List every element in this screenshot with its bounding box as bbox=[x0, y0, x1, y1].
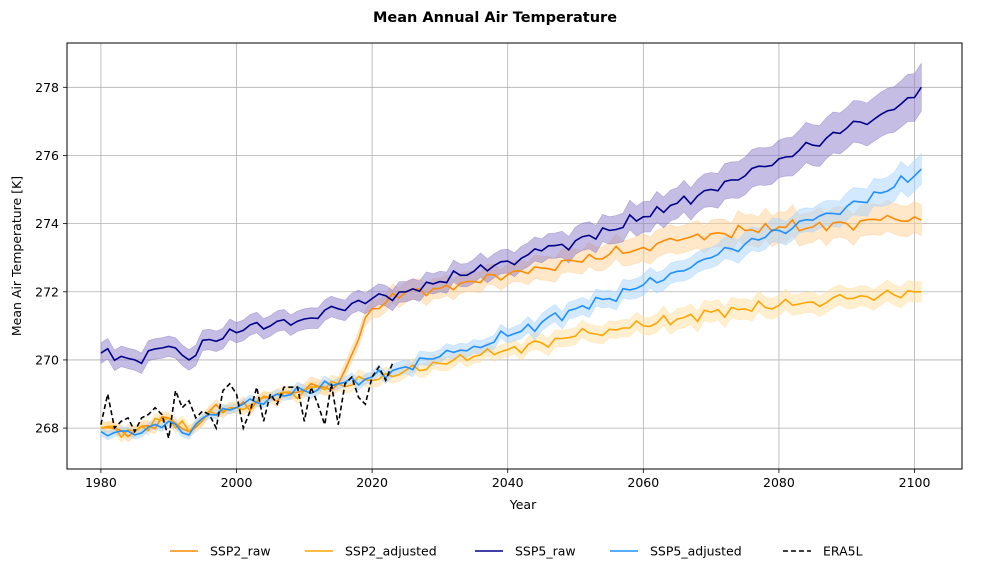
chart-title: Mean Annual Air Temperature bbox=[373, 10, 617, 26]
series-line-ssp2-adjusted bbox=[100, 289, 922, 439]
x-tick-label: 1980 bbox=[85, 475, 117, 490]
series-line-ssp5-adjusted bbox=[100, 168, 922, 437]
x-tick-label: 2040 bbox=[492, 475, 524, 490]
x-tick-label: 2000 bbox=[221, 475, 253, 490]
y-axis-label: Mean Air Temperature [K] bbox=[9, 176, 24, 336]
legend-label-ssp5-raw: SSP5_raw bbox=[515, 544, 576, 559]
series-line-era5l bbox=[100, 363, 394, 439]
series-line-ssp5-raw bbox=[100, 86, 922, 365]
confidence-bands bbox=[100, 62, 922, 443]
axis-ticks: 1980 2000 2020 2040 2060 2080 2100 268 270 272 274… bbox=[35, 80, 930, 490]
legend: SSP2_raw SSP2_adjusted SSP5_raw SSP5_adjust… bbox=[170, 544, 863, 559]
legend-label-ssp2-raw: SSP2_raw bbox=[210, 544, 271, 559]
legend-label-era5l: ERA5L bbox=[823, 544, 863, 559]
series-lines bbox=[100, 86, 922, 439]
series-line-ssp2-raw bbox=[100, 214, 922, 438]
x-tick-label: 2100 bbox=[899, 475, 931, 490]
legend-label-ssp5-adjusted: SSP5_adjusted bbox=[650, 544, 742, 559]
y-tick-label: 268 bbox=[35, 421, 59, 436]
y-tick-label: 274 bbox=[35, 216, 59, 231]
legend-label-ssp2-adjusted: SSP2_adjusted bbox=[345, 544, 437, 559]
x-tick-label: 2080 bbox=[763, 475, 795, 490]
y-tick-label: 276 bbox=[35, 148, 59, 163]
y-tick-label: 270 bbox=[35, 352, 59, 367]
plot-area-frame bbox=[66, 42, 963, 470]
x-tick-label: 2060 bbox=[627, 475, 659, 490]
y-tick-label: 272 bbox=[35, 284, 59, 299]
y-tick-label: 278 bbox=[35, 80, 59, 95]
x-axis-label: Year bbox=[509, 497, 537, 512]
x-tick-label: 2020 bbox=[356, 475, 388, 490]
